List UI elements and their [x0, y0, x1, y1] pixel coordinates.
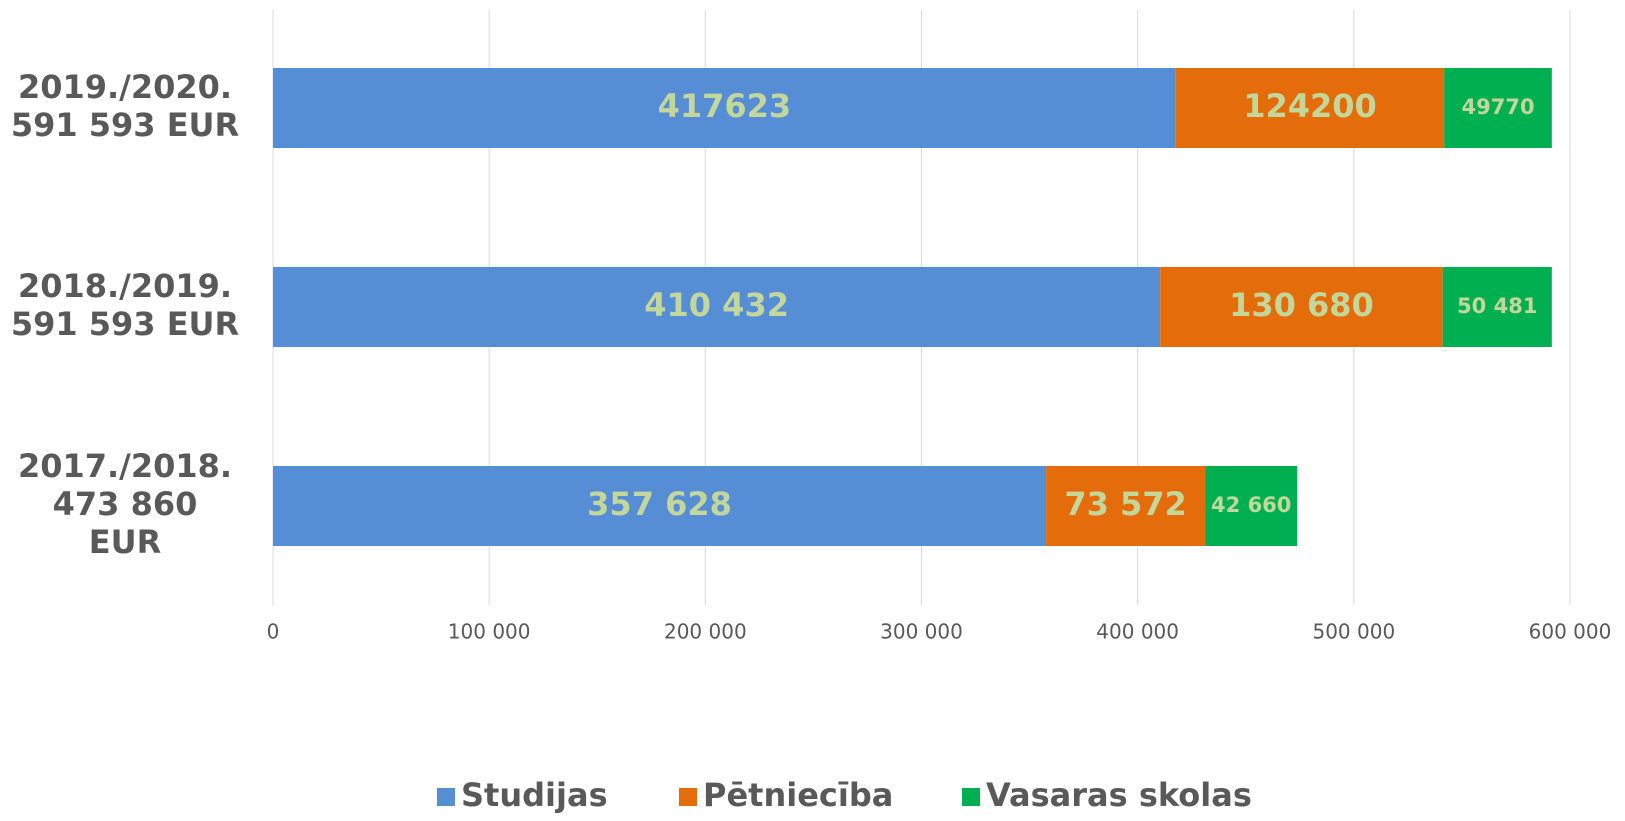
legend-swatch: [962, 788, 980, 806]
legend-swatch: [679, 788, 697, 806]
data-label: 50 481: [1457, 294, 1537, 318]
legend-label: Vasaras skolas: [986, 776, 1252, 814]
bar-segment: [1442, 267, 1552, 347]
data-label: 417623: [658, 87, 792, 125]
x-tick-label: 200 000: [664, 620, 747, 644]
category-label: 2018./2019.: [18, 267, 232, 305]
x-tick-label: 0: [267, 620, 280, 644]
data-label: 49770: [1462, 95, 1535, 119]
x-tick-label: 500 000: [1312, 620, 1395, 644]
x-tick-label: 300 000: [880, 620, 963, 644]
category-label: 2017./2018.: [18, 447, 232, 485]
bar-segment: [1046, 466, 1206, 546]
data-label: 42 660: [1211, 493, 1291, 517]
legend-label: Pētniecība: [703, 776, 893, 814]
category-label: 591 593 EUR: [11, 106, 239, 144]
bar-segment: [273, 68, 1176, 148]
bar-segment: [1444, 68, 1552, 148]
legend-label: Studijas: [461, 776, 608, 814]
data-label: 130 680: [1229, 286, 1374, 324]
bar-segment: [1205, 466, 1298, 546]
x-tick-label: 100 000: [448, 620, 531, 644]
category-label: 591 593 EUR: [11, 305, 239, 343]
legend-swatch: [437, 788, 455, 806]
bar-segment: [273, 267, 1161, 347]
data-label: 73 572: [1064, 485, 1186, 523]
data-label: 357 628: [587, 485, 732, 523]
bar-segment: [1160, 267, 1443, 347]
bar-segment: [273, 466, 1047, 546]
x-tick-label: 600 000: [1529, 620, 1612, 644]
data-label: 124200: [1243, 87, 1377, 125]
category-label: 2019./2020.: [18, 68, 232, 106]
data-label: 410 432: [644, 286, 789, 324]
bar-segment: [1175, 68, 1445, 148]
x-tick-label: 400 000: [1096, 620, 1179, 644]
category-label: EUR: [89, 523, 161, 561]
category-label: 473 860: [53, 485, 198, 523]
